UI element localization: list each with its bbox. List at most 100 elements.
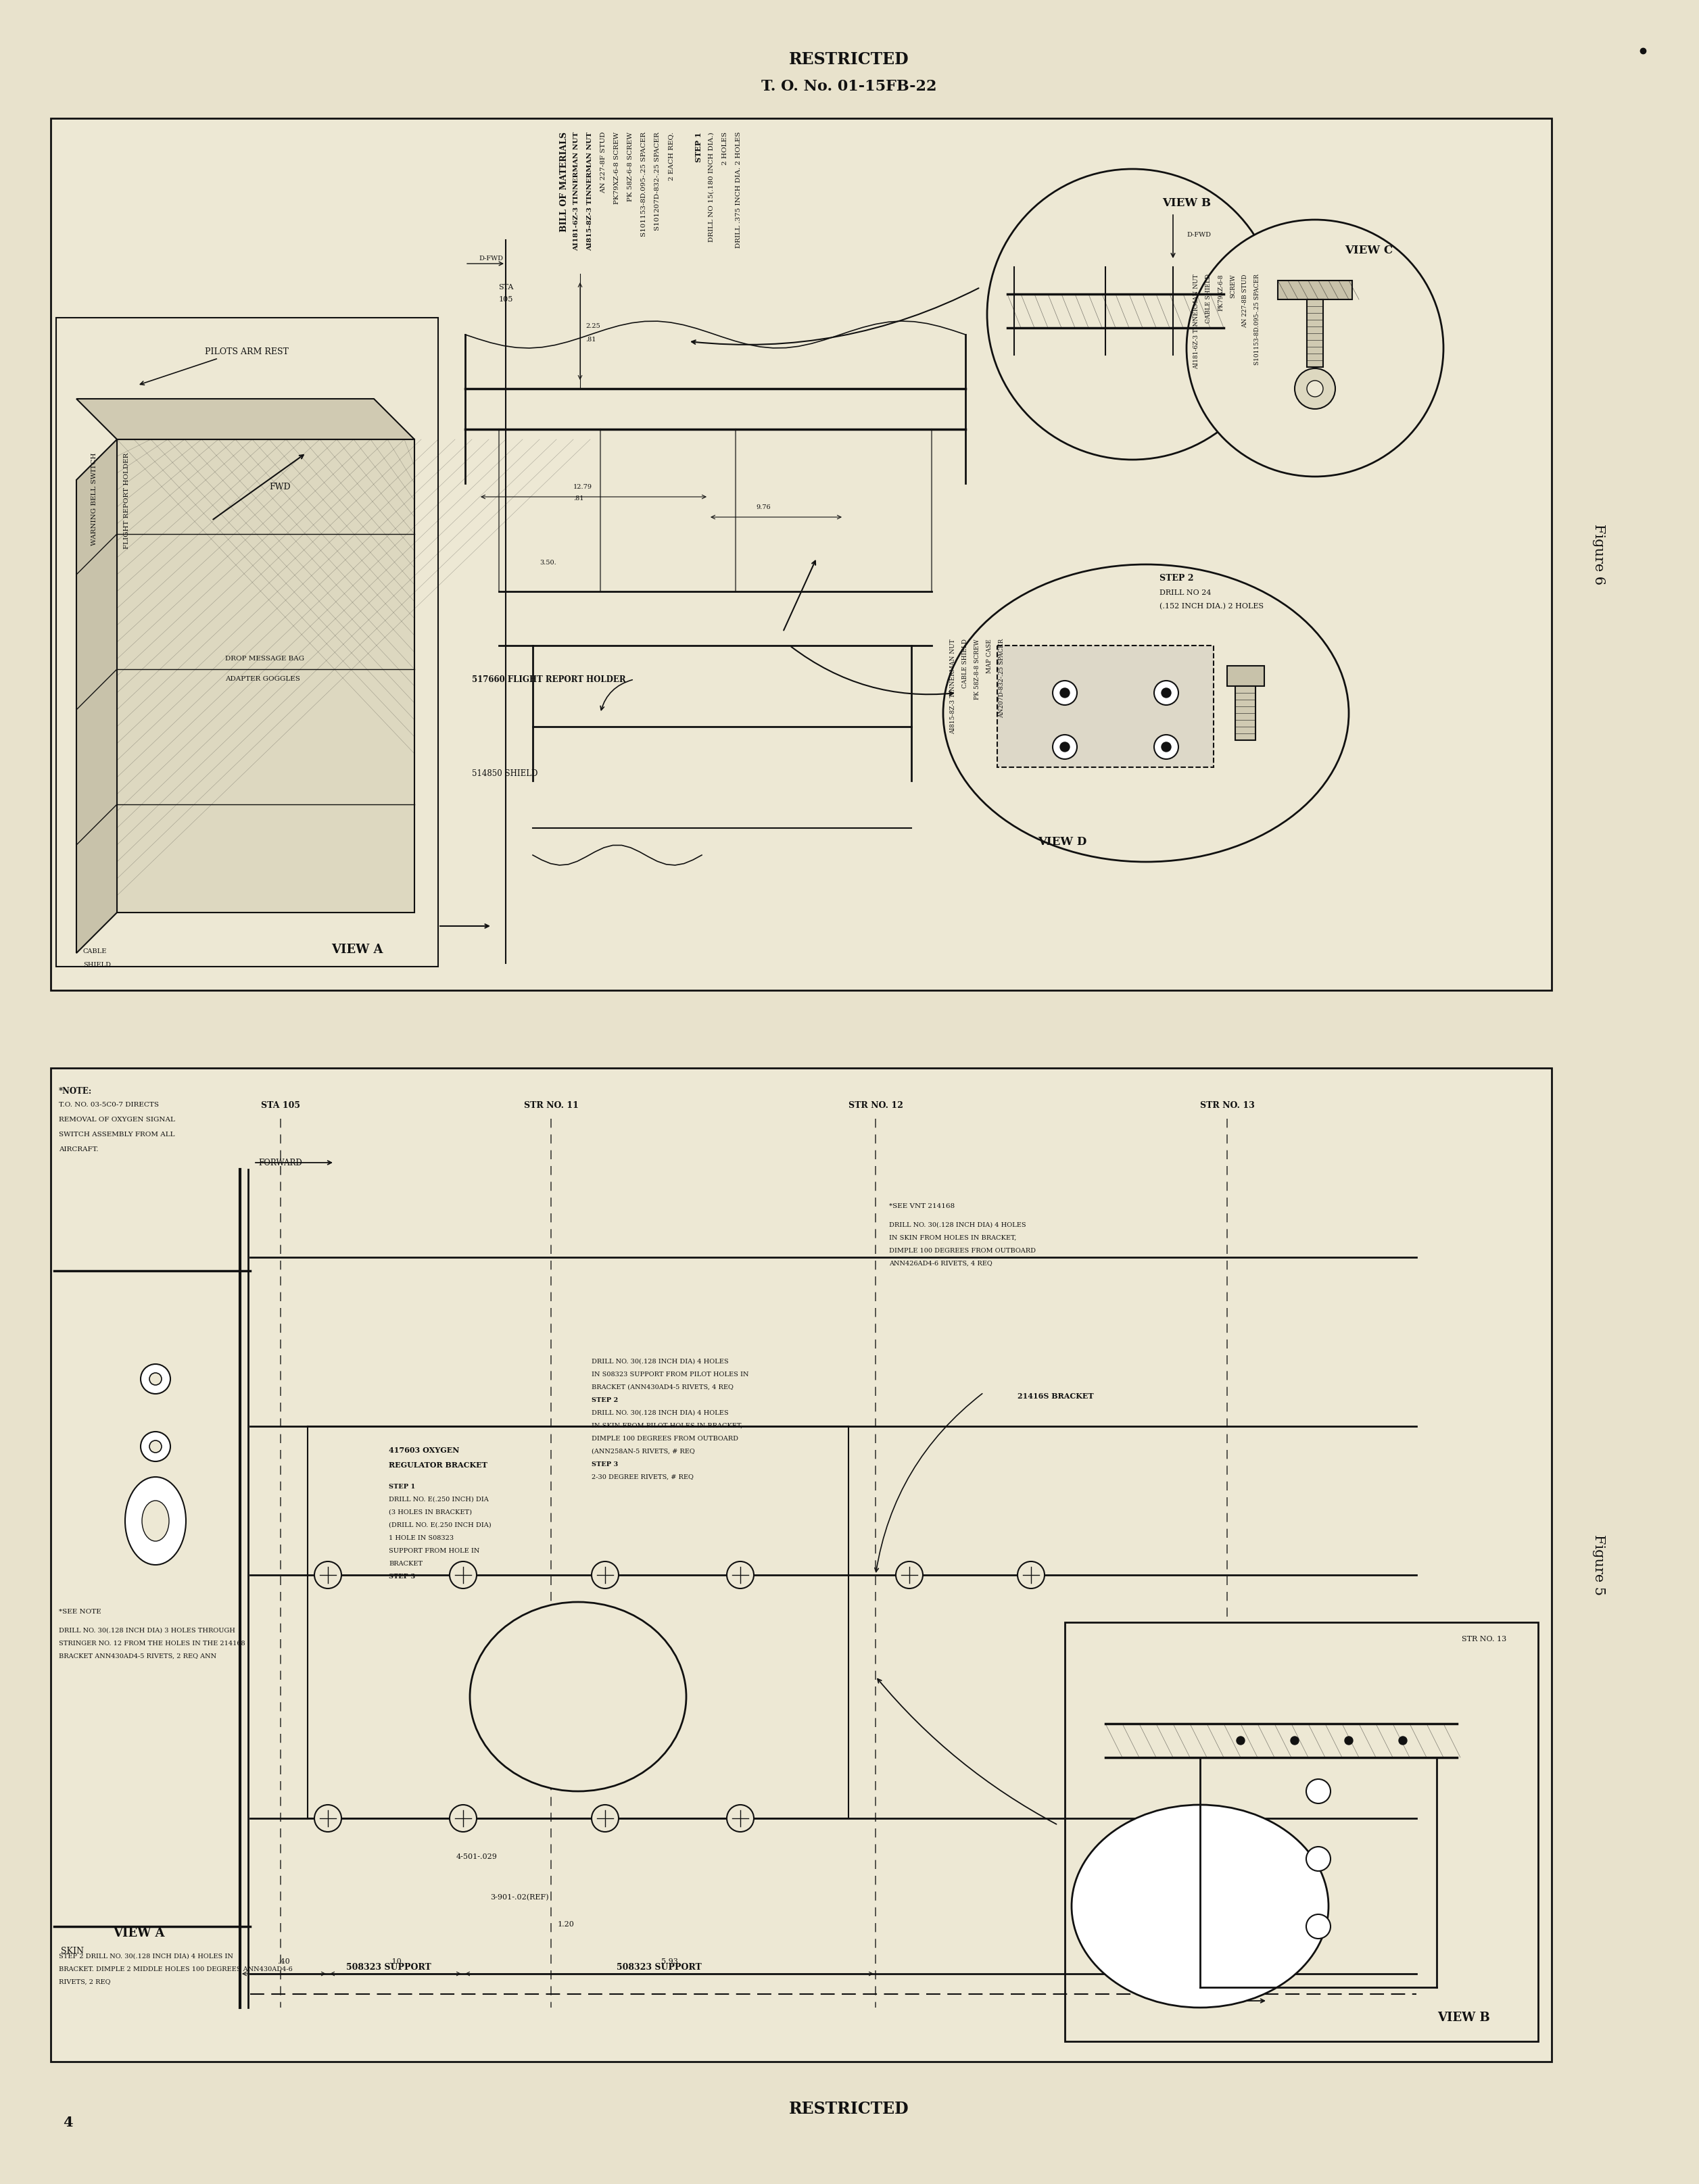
Circle shape — [727, 1562, 754, 1588]
Text: 1 HOLE IN S08323: 1 HOLE IN S08323 — [389, 1535, 454, 1542]
Circle shape — [1186, 221, 1444, 476]
Bar — [1065, 1623, 1538, 2042]
Bar — [1278, 280, 1352, 299]
Text: MAP CASE: MAP CASE — [987, 638, 992, 673]
Circle shape — [1307, 1848, 1330, 1872]
Text: DRILL NO. 30(.128 INCH DIA) 4 HOLES: DRILL NO. 30(.128 INCH DIA) 4 HOLES — [591, 1411, 729, 1415]
Text: CABLE SHIELD: CABLE SHIELD — [1206, 273, 1211, 323]
Text: 4: 4 — [63, 2116, 73, 2129]
Bar — [56, 317, 438, 968]
Text: STR NO. 11: STR NO. 11 — [523, 1101, 578, 1109]
Text: STEP 3: STEP 3 — [591, 1461, 618, 1468]
Text: SUPPORT FROM HOLE IN: SUPPORT FROM HOLE IN — [389, 1548, 479, 1555]
Text: .10: .10 — [389, 1959, 401, 1966]
Text: BRACKET (ANN430AD4-5 RIVETS, 4 REQ: BRACKET (ANN430AD4-5 RIVETS, 4 REQ — [591, 1385, 734, 1391]
Text: DRILL NO 24: DRILL NO 24 — [1159, 590, 1211, 596]
Ellipse shape — [126, 1476, 185, 1564]
Text: *NOTE:: *NOTE: — [59, 1088, 92, 1096]
Text: .40: .40 — [279, 1959, 291, 1966]
Polygon shape — [76, 400, 415, 439]
Text: SKIN: SKIN — [61, 1946, 83, 1955]
Text: STEP 2 DRILL NO. 30(.128 INCH DIA) 4 HOLES IN: STEP 2 DRILL NO. 30(.128 INCH DIA) 4 HOL… — [59, 1952, 233, 1959]
Circle shape — [1154, 681, 1179, 705]
Circle shape — [1162, 743, 1171, 751]
Text: S101153-8D.095-.25 SPACER: S101153-8D.095-.25 SPACER — [1254, 273, 1261, 365]
Circle shape — [314, 1804, 341, 1832]
Polygon shape — [117, 439, 415, 913]
Text: 2 EACH REQ.: 2 EACH REQ. — [668, 131, 675, 181]
Circle shape — [1018, 1562, 1045, 1588]
Text: 508323 SUPPORT: 508323 SUPPORT — [617, 1963, 702, 1972]
Text: PK79XZ-6-8 SCREW: PK79XZ-6-8 SCREW — [613, 131, 620, 203]
Text: IN SKIN FROM PILOT HOLES IN BRACKET,: IN SKIN FROM PILOT HOLES IN BRACKET, — [591, 1424, 742, 1428]
Text: VIEW D: VIEW D — [1038, 836, 1087, 847]
Text: 9.76: 9.76 — [756, 505, 770, 511]
Text: DIMPLE 100 DEGREES FROM OUTBOARD: DIMPLE 100 DEGREES FROM OUTBOARD — [889, 1247, 1036, 1254]
Text: VIEW B: VIEW B — [1162, 197, 1211, 207]
Text: STRINGER NO. 12 FROM THE HOLES IN THE 214168: STRINGER NO. 12 FROM THE HOLES IN THE 21… — [59, 1640, 245, 1647]
Circle shape — [150, 1374, 161, 1385]
Text: 417603 OXYGEN: 417603 OXYGEN — [389, 1446, 459, 1455]
Text: 3-901-.02(REF): 3-901-.02(REF) — [489, 1894, 549, 1900]
Text: Figure 5: Figure 5 — [1592, 1535, 1606, 1594]
Text: RESTRICTED: RESTRICTED — [788, 52, 909, 68]
Circle shape — [450, 1804, 477, 1832]
Circle shape — [1307, 1915, 1330, 1939]
Text: STR NO. 12: STR NO. 12 — [848, 1101, 902, 1109]
Ellipse shape — [943, 563, 1349, 863]
Circle shape — [314, 1562, 341, 1588]
Circle shape — [150, 1441, 161, 1452]
Text: DRILL NO 15(.180 INCH DIA.): DRILL NO 15(.180 INCH DIA.) — [708, 131, 715, 242]
Text: DRILL NO. 30(.128 INCH DIA) 4 HOLES: DRILL NO. 30(.128 INCH DIA) 4 HOLES — [889, 1223, 1026, 1227]
Text: PILOTS ARM REST: PILOTS ARM REST — [206, 347, 289, 356]
Text: STA 105: STA 105 — [262, 1101, 301, 1109]
Text: 517660 FLIGHT REPORT HOLDER: 517660 FLIGHT REPORT HOLDER — [472, 675, 625, 684]
Text: STEP 3: STEP 3 — [389, 1575, 415, 1579]
Text: *SEE NOTE: *SEE NOTE — [59, 1610, 102, 1614]
Text: PK 58Z-6-8 SCREW: PK 58Z-6-8 SCREW — [627, 131, 634, 201]
Text: FLIGHT REPORT HOLDER: FLIGHT REPORT HOLDER — [124, 452, 129, 548]
Text: DIMPLE 100 DEGREES FROM OUTBOARD: DIMPLE 100 DEGREES FROM OUTBOARD — [591, 1435, 739, 1441]
Text: VIEW C: VIEW C — [1346, 245, 1393, 256]
Circle shape — [987, 168, 1278, 459]
Circle shape — [591, 1562, 618, 1588]
Text: 105: 105 — [498, 297, 513, 304]
Circle shape — [1053, 734, 1077, 760]
Text: AI181-6Z-3 TINNERMAN NUT: AI181-6Z-3 TINNERMAN NUT — [573, 131, 579, 251]
Text: STEP 1: STEP 1 — [695, 131, 702, 162]
Text: PK79XZ-6-8: PK79XZ-6-8 — [1218, 273, 1223, 310]
Text: .81: .81 — [586, 336, 596, 343]
Circle shape — [1154, 734, 1179, 760]
Text: PK 58Z-8-8 SCREW: PK 58Z-8-8 SCREW — [974, 638, 980, 699]
Text: BRACKET. DIMPLE 2 MIDDLE HOLES 100 DEGREES ANN430AD4-6: BRACKET. DIMPLE 2 MIDDLE HOLES 100 DEGRE… — [59, 1966, 292, 1972]
Circle shape — [141, 1433, 170, 1461]
Ellipse shape — [1072, 1804, 1329, 2007]
Text: DRILL .375 INCH DIA. 2 HOLES: DRILL .375 INCH DIA. 2 HOLES — [736, 131, 742, 249]
Circle shape — [1237, 1736, 1245, 1745]
Text: 2.25: 2.25 — [586, 323, 600, 330]
Text: FWD: FWD — [268, 483, 291, 491]
Text: STR NO. 13: STR NO. 13 — [1461, 1636, 1507, 1642]
Circle shape — [1053, 681, 1077, 705]
Text: BILL OF MATERIALS: BILL OF MATERIALS — [559, 131, 569, 232]
Text: RIVETS, 2 REQ: RIVETS, 2 REQ — [59, 1979, 110, 1985]
Text: VIEW A: VIEW A — [331, 943, 382, 957]
Text: WARNING BELL SWITCH: WARNING BELL SWITCH — [92, 452, 97, 546]
Text: ANN426AD4-6 RIVETS, 4 REQ: ANN426AD4-6 RIVETS, 4 REQ — [889, 1260, 992, 1267]
Circle shape — [591, 1804, 618, 1832]
Text: 508323 SUPPORT: 508323 SUPPORT — [347, 1963, 432, 1972]
Text: REGULATOR BRACKET: REGULATOR BRACKET — [389, 1461, 488, 1470]
Bar — [51, 1068, 1551, 2062]
Text: RESTRICTED: RESTRICTED — [788, 2101, 909, 2116]
Bar — [1307, 299, 1324, 367]
Text: DRILL NO. 30(.128 INCH DIA) 3 HOLES THROUGH: DRILL NO. 30(.128 INCH DIA) 3 HOLES THRO… — [59, 1627, 234, 1634]
Circle shape — [727, 1804, 754, 1832]
Text: DRILL NO. 30(.128 INCH DIA) 4 HOLES: DRILL NO. 30(.128 INCH DIA) 4 HOLES — [591, 1358, 729, 1365]
Bar — [1235, 686, 1256, 740]
Text: S101207D-832-.25 SPACER: S101207D-832-.25 SPACER — [654, 131, 661, 229]
Text: D-FWD: D-FWD — [1186, 232, 1211, 238]
Text: STEP 2: STEP 2 — [591, 1398, 618, 1404]
Text: *SEE VNT 214168: *SEE VNT 214168 — [889, 1203, 955, 1210]
Text: FORWARD: FORWARD — [258, 1158, 302, 1166]
Text: AI815-8Z-3 TINNERMAN NUT: AI815-8Z-3 TINNERMAN NUT — [586, 131, 593, 251]
